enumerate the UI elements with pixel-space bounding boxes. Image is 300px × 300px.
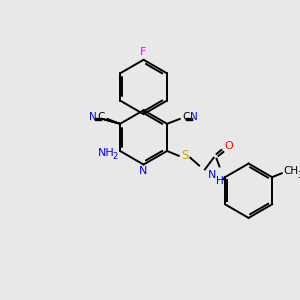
Text: N: N	[140, 166, 148, 176]
Text: H: H	[216, 176, 223, 186]
Text: O: O	[225, 141, 233, 151]
Text: N: N	[190, 112, 198, 122]
Text: 3: 3	[298, 171, 300, 180]
Text: C: C	[183, 112, 190, 122]
Text: 2: 2	[112, 152, 118, 161]
Text: N: N	[208, 170, 216, 180]
Text: F: F	[140, 47, 147, 57]
Text: C: C	[97, 112, 104, 122]
Text: NH: NH	[98, 148, 115, 158]
Text: S: S	[181, 149, 188, 162]
Text: N: N	[89, 112, 97, 122]
Text: CH: CH	[283, 166, 298, 176]
